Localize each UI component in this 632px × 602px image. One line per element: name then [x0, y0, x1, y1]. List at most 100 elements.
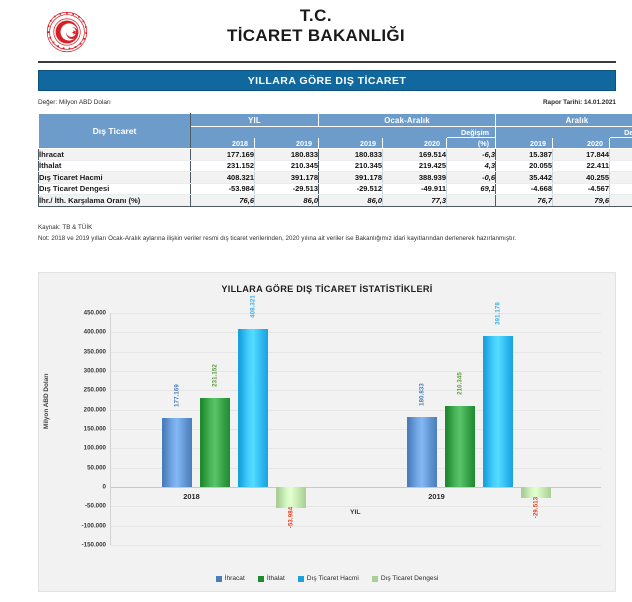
legend-item[interactable]: Dış Ticaret Dengesi: [371, 575, 438, 582]
chart-bar: [482, 335, 513, 487]
gridline: [111, 371, 601, 372]
report-date: Rapor Tarihi: 14.01.2021: [542, 99, 616, 106]
x-axis-category-label: 2018: [183, 492, 200, 501]
cell-yil-2018: -53.984: [190, 183, 255, 195]
header-divider: [38, 61, 616, 63]
chart-card: YILLARA GÖRE DIŞ TİCARET İSTATİSTİKLERİ …: [38, 272, 616, 592]
group-header-ocak-aralik: Ocak-Aralık: [318, 113, 497, 127]
y-axis-tick-label: 450.000: [83, 309, 106, 317]
turkish-ministry-emblem-icon: [38, 6, 96, 58]
table-corner-label: Dış Ticaret: [38, 113, 191, 149]
y-axis-line: [110, 313, 111, 545]
page-header: T.C. TİCARET BAKANLIĞI: [0, 0, 632, 63]
legend-swatch-icon: [215, 575, 222, 582]
gridline: [111, 313, 601, 314]
y-axis-tick-label: -50.000: [85, 502, 106, 510]
cell-ar-change: 11,7: [609, 160, 632, 172]
y-axis-tick-label: 400.000: [83, 328, 106, 336]
cell-yil-2019: 391.178: [253, 171, 320, 184]
unit-label: Değer: Milyon ABD Doları: [38, 99, 111, 106]
y-axis-tick-label: 300.000: [83, 367, 106, 375]
row-label: İhr./ İth. Karşılama Oranı (%): [38, 194, 191, 207]
title-line-2: TİCARET BAKANLIĞI: [227, 26, 405, 45]
bar-value-label: -29.513: [532, 497, 539, 519]
cell-ar-2019: -4.668: [495, 183, 554, 195]
legend-item[interactable]: İhracat: [215, 575, 245, 582]
spacer-ocak-aralik: [318, 126, 448, 138]
bar-value-label: 180.833: [418, 383, 425, 406]
cell-oa-2019: -29.512: [318, 183, 384, 195]
x-axis-category-label: 2019: [428, 492, 445, 501]
cell-yil-2019: -29.513: [253, 183, 320, 195]
chart-bar: [199, 397, 230, 487]
y-axis-tick-label: 100.000: [83, 444, 106, 452]
y-axis-tick-label: -100.000: [81, 522, 106, 530]
cell-yil-2019: 210.345: [253, 160, 320, 172]
cell-ar-change: [609, 194, 632, 207]
bar-value-label: -53.984: [287, 506, 294, 529]
table-row: Dış Ticaret Dengesi -53.984 -29.513 -29.…: [38, 183, 632, 195]
cell-ar-2020: -4.567: [552, 183, 611, 195]
gridline: [111, 448, 601, 450]
chart-title: YILLARA GÖRE DIŞ TİCARET İSTATİSTİKLERİ: [221, 284, 433, 294]
y-axis-tick-label: 50.000: [87, 464, 106, 472]
chart-bar: [275, 487, 306, 508]
cell-ar-2019: 35.442: [495, 171, 554, 184]
table-row: İhr./ İth. Karşılama Oranı (%) 76,6 86,0…: [38, 194, 632, 207]
gridline: [111, 409, 601, 411]
y-axis-tick-label: 250.000: [83, 386, 106, 394]
gridline: [111, 525, 601, 527]
gridline: [111, 545, 601, 546]
cell-ar-2020: 40.255: [552, 171, 611, 184]
cell-oa-2020: 388.939: [382, 171, 448, 184]
row-label: Dış Ticaret Dengesi: [38, 183, 191, 195]
cell-yil-2019: 180.833: [253, 148, 320, 161]
col-ar-change: (%): [609, 137, 632, 149]
legend-swatch-icon: [257, 575, 264, 582]
cell-oa-2020: -49.911: [382, 183, 448, 195]
cell-ar-2020: 22.411: [552, 160, 611, 172]
bar-value-label: 408.321: [249, 295, 256, 318]
cell-yil-2018: 408.321: [190, 171, 255, 184]
table-row: Dış Ticaret Hacmi 408.321 391.178 391.17…: [38, 171, 632, 184]
table-meta: Değer: Milyon ABD Doları Rapor Tarihi: 1…: [38, 99, 616, 110]
cell-yil-2018: 76,6: [190, 194, 255, 207]
chart-plot-area: 450.000 400.000 350.000 300.000 250.000 200.0…: [82, 295, 601, 549]
group-header-aralik: Aralık: [495, 113, 632, 127]
section-banner: YILLARA GÖRE DIŞ TİCARET: [38, 70, 616, 91]
y-axis-tick-label: 0: [102, 483, 106, 491]
bar-value-label: 231.152: [211, 363, 218, 387]
legend-item[interactable]: İthalat: [257, 575, 285, 582]
cell-ar-2020: 17.844: [552, 148, 611, 161]
gridline: [111, 429, 601, 430]
spacer-yil: [189, 126, 320, 138]
gridline: [111, 506, 601, 508]
y-axis-tick-label: -150.000: [81, 541, 106, 549]
trade-table: Dış Ticaret YIL Ocak-Aralık Aralık Değiş…: [38, 113, 632, 207]
group-header-yil: YIL: [189, 113, 320, 127]
chart-bar: [237, 329, 268, 487]
zero-axis-line: [111, 487, 601, 488]
trade-table-body: İhracat 177.169 180.833 180.833 169.514 …: [38, 148, 632, 207]
table-row: İhracat 177.169 180.833 180.833 169.514 …: [38, 148, 632, 161]
legend-item[interactable]: Dış Ticaret Hacmi: [297, 575, 359, 582]
col-ar-2019: 2019: [495, 137, 554, 149]
cell-ar-2019: 15.387: [495, 148, 554, 161]
chart-bar: [406, 417, 437, 487]
col-oa-change: (%): [446, 137, 497, 149]
cell-yil-2018: 177.169: [190, 148, 255, 161]
y-axis-tick-label: 350.000: [83, 348, 106, 356]
chart-y-axis-label: Milyon ABD Doları: [43, 373, 50, 429]
col-oa-2019: 2019: [318, 137, 384, 149]
change-label-top-ocak-aralik: Değişim: [446, 126, 497, 138]
page-title: T.C. TİCARET BAKANLIĞI: [0, 6, 632, 47]
row-label: Dış Ticaret Hacmi: [38, 171, 191, 184]
legend-label: İthalat: [266, 575, 285, 582]
cell-ar-2019: 20.055: [495, 160, 554, 172]
gridline: [111, 351, 601, 353]
cell-oa-2020: 169.514: [382, 148, 448, 161]
y-axis-tick-label: 150.000: [83, 425, 106, 433]
cell-oa-2019: 180.833: [318, 148, 384, 161]
chart-legend: İhracat İthalat Dış Ticaret Hacmi Dış Ticar…: [39, 575, 615, 582]
